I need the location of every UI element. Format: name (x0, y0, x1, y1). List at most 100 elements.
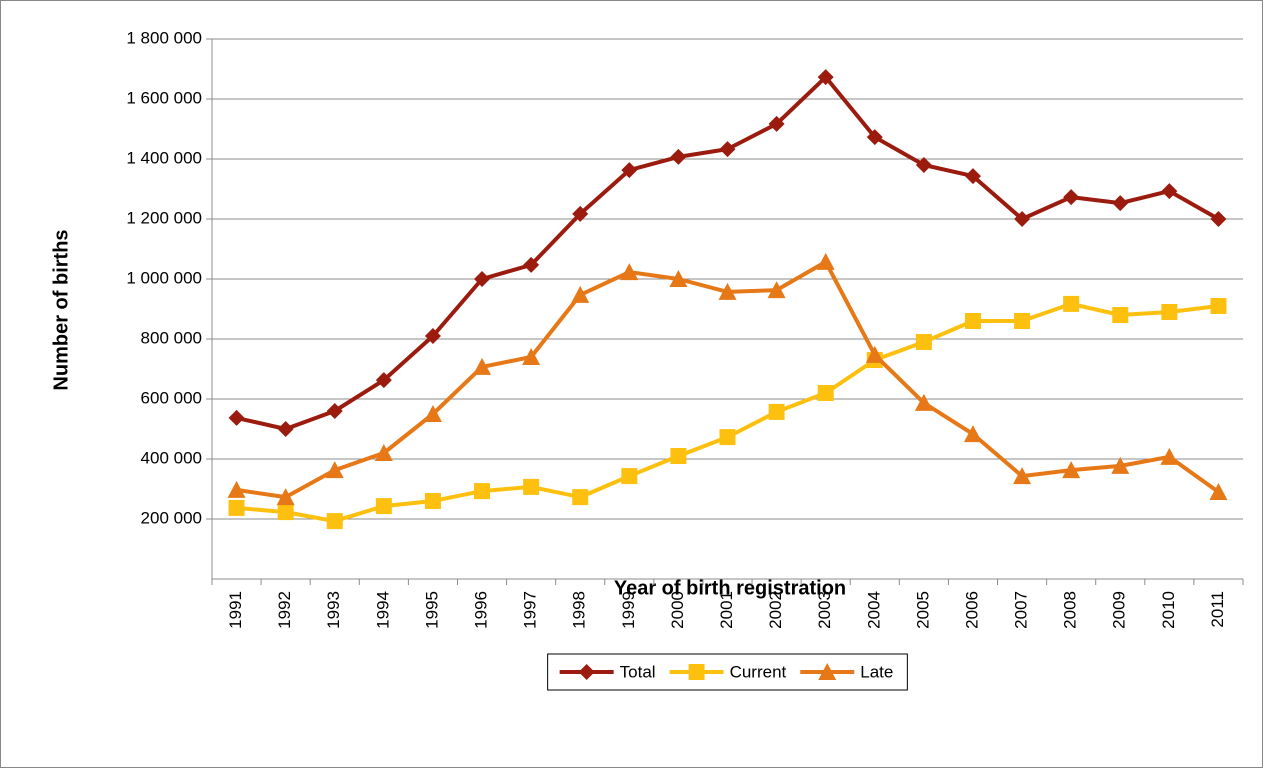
data-point (474, 271, 491, 287)
data-point (1063, 189, 1080, 206)
y-tick-label: 800 000 (141, 328, 202, 347)
x-tick-label: 1994 (373, 591, 392, 629)
data-point (1112, 195, 1129, 212)
data-point (474, 483, 491, 500)
x-tick-label: 2002 (766, 591, 785, 629)
y-tick-label: 200 000 (141, 508, 202, 527)
data-point (326, 403, 343, 419)
x-tick-label: 2000 (668, 591, 687, 629)
data-point (768, 403, 785, 420)
x-tick-label: 2010 (1159, 591, 1178, 629)
y-tick-label: 1 400 000 (126, 148, 202, 167)
data-point (572, 489, 589, 506)
data-point (817, 69, 834, 86)
x-tick-label: 2003 (815, 591, 834, 629)
data-point (915, 157, 932, 173)
data-point (325, 461, 344, 479)
x-tick-label: 1993 (324, 591, 343, 629)
data-point (866, 129, 883, 146)
data-point (375, 498, 392, 515)
data-point (670, 148, 687, 165)
x-tick-label: 1991 (226, 591, 245, 629)
data-point (1112, 307, 1129, 323)
data-point (277, 504, 294, 521)
data-point (915, 334, 932, 350)
y-tick-label: 400 000 (141, 448, 202, 467)
y-tick-label: 1 600 000 (126, 88, 202, 107)
data-point (669, 270, 688, 287)
x-tick-label: 2001 (717, 591, 736, 629)
data-point (522, 348, 541, 365)
data-point (816, 252, 835, 270)
data-point (914, 393, 933, 411)
data-point (670, 448, 687, 464)
legend-marker (688, 664, 705, 680)
x-tick-label: 2006 (962, 591, 981, 629)
x-tick-label: 2008 (1061, 591, 1080, 629)
legend: Total Current Late (547, 653, 908, 691)
data-point (964, 168, 981, 185)
x-tick-label: 1997 (521, 591, 540, 629)
data-point (473, 357, 492, 375)
data-point (227, 480, 246, 498)
data-point (1210, 298, 1227, 314)
data-point (572, 205, 589, 222)
data-point (621, 162, 638, 179)
data-point (277, 421, 294, 437)
data-point (1013, 467, 1032, 485)
data-point (374, 444, 393, 461)
data-point (228, 409, 245, 426)
data-point (817, 385, 834, 401)
data-point (1014, 313, 1031, 329)
x-tick-label: 1996 (472, 591, 491, 629)
legend-label: Current (730, 662, 787, 681)
data-point (228, 499, 245, 516)
x-tick-label: 1995 (422, 591, 441, 629)
data-point (620, 263, 639, 281)
y-tick-label: 1 200 000 (126, 208, 202, 227)
x-tick-label: 2007 (1012, 591, 1031, 629)
x-tick-label: 1998 (570, 591, 589, 629)
data-point (719, 429, 736, 446)
y-axis-title: Number of births (50, 229, 72, 390)
data-point (719, 141, 736, 158)
y-tick-label: 1 800 000 (126, 28, 202, 47)
data-point (326, 513, 343, 530)
data-point (1111, 456, 1130, 474)
data-point (523, 256, 540, 273)
x-axis-title: Year of birth registration (614, 577, 846, 599)
legend-marker (578, 664, 595, 680)
data-point (1014, 211, 1031, 227)
data-point (523, 478, 540, 495)
y-tick-label: 600 000 (141, 388, 202, 407)
legend-label: Total (620, 662, 656, 681)
data-point (424, 328, 441, 344)
data-point (964, 313, 981, 329)
data-point (1161, 304, 1178, 320)
data-point (1161, 183, 1178, 200)
data-point (571, 285, 590, 303)
data-point (375, 372, 392, 389)
data-point (276, 488, 295, 506)
data-point (423, 405, 442, 422)
data-point (621, 468, 638, 485)
x-tick-label: 2004 (864, 591, 883, 629)
y-tick-label: 1 000 000 (126, 268, 202, 287)
x-tick-label: 1999 (619, 591, 638, 629)
data-point (768, 115, 785, 132)
data-point (424, 493, 441, 509)
data-point (1063, 295, 1080, 312)
x-tick-label: 1992 (275, 591, 294, 629)
data-point (1062, 461, 1081, 479)
x-tick-label: 2005 (913, 591, 932, 629)
data-point (718, 282, 737, 300)
x-tick-label: 2009 (1110, 591, 1129, 629)
legend-label: Late (860, 662, 893, 681)
data-point (865, 345, 884, 363)
data-point (1160, 447, 1179, 465)
data-point (1210, 211, 1227, 227)
data-point (963, 425, 982, 443)
